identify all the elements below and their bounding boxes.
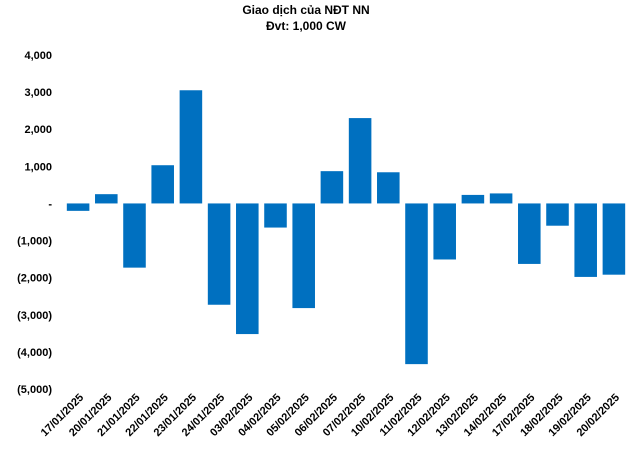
x-axis-ticks: 17/01/202520/01/202521/01/202522/01/2025… bbox=[39, 392, 622, 439]
bar bbox=[377, 172, 400, 204]
y-tick-label: 1,000 bbox=[24, 161, 52, 173]
bar bbox=[292, 203, 315, 309]
bar bbox=[405, 203, 428, 365]
y-tick-label: (5,000) bbox=[17, 384, 52, 396]
y-tick-label: (2,000) bbox=[17, 273, 52, 285]
chart-title: Giao dịch của NĐT NN bbox=[242, 3, 369, 17]
bar bbox=[179, 90, 203, 204]
bar bbox=[546, 203, 569, 226]
bar bbox=[574, 203, 597, 277]
y-tick-label: 4,000 bbox=[24, 50, 52, 62]
bars bbox=[66, 90, 626, 365]
y-axis-ticks: 4,000 3,000 2,000 1,000 - (1,000) (2,000) (3,00… bbox=[17, 50, 52, 396]
y-tick-label: 3,000 bbox=[24, 87, 52, 99]
bar bbox=[433, 203, 456, 260]
bar bbox=[95, 194, 118, 204]
y-tick-label: (3,000) bbox=[17, 310, 52, 322]
bar bbox=[518, 203, 541, 264]
bar bbox=[207, 203, 231, 305]
y-tick-label: - bbox=[48, 198, 52, 210]
bar bbox=[348, 118, 372, 204]
bar bbox=[461, 194, 485, 204]
bar bbox=[151, 165, 174, 204]
y-tick-label: 2,000 bbox=[24, 124, 52, 136]
bar bbox=[602, 203, 626, 275]
bar bbox=[489, 193, 513, 204]
bar bbox=[236, 203, 259, 335]
bar bbox=[123, 203, 146, 268]
y-tick-label: (1,000) bbox=[17, 236, 52, 248]
bar bbox=[264, 203, 287, 228]
chart-subtitle: Đvt: 1,000 CW bbox=[266, 19, 347, 33]
bar bbox=[66, 203, 90, 211]
bar bbox=[320, 171, 344, 204]
y-tick-label: (4,000) bbox=[17, 347, 52, 359]
